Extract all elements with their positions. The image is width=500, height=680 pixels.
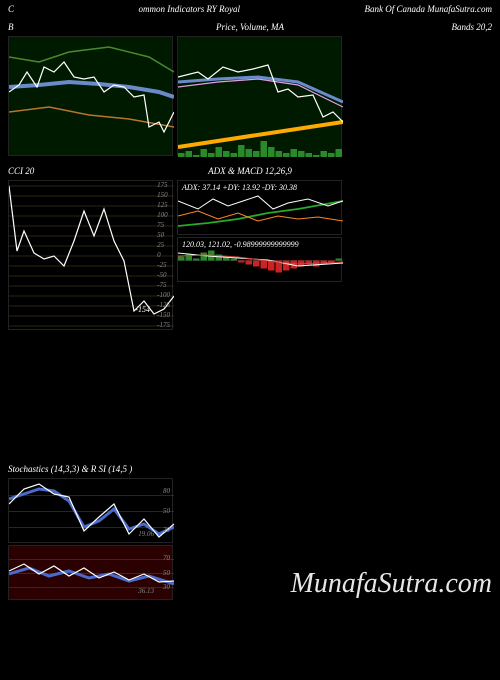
row2-titles: CCI 20 ADX & MACD 12,26,9 xyxy=(0,162,500,180)
panel-adx: ADX: 37.14 +DY: 13.92 -DY: 30.38 xyxy=(177,180,342,235)
title-bands: Bands 20,2 xyxy=(331,22,492,32)
row2: 1751501251007550250-25-50-75-100-125-150… xyxy=(0,180,500,330)
title-adx: ADX & MACD 12,26,9 xyxy=(169,166,330,176)
title-stoch: Stochastics (14,3,3) & R SI (14,5 ) xyxy=(8,464,492,474)
title-price: Price, Volume, MA xyxy=(169,22,330,32)
title-cci: CCI 20 xyxy=(8,166,169,176)
panel-stochastics: 80502019.06 xyxy=(8,478,173,543)
panel-price-b xyxy=(177,36,342,156)
row1-titles: B Price, Volume, MA Bands 20,2 xyxy=(0,18,500,36)
row3-titles: Stochastics (14,3,3) & R SI (14,5 ) xyxy=(0,460,500,478)
panel-macd: 120.03, 121.02, -0.98999999999999 xyxy=(177,237,342,282)
watermark: MunafaSutra.com xyxy=(291,568,492,600)
title-b: B xyxy=(8,22,169,32)
header-right: Bank Of Canada MunafaSutra.com xyxy=(364,4,492,14)
page-header: C ommon Indicators RY Royal Bank Of Cana… xyxy=(0,0,500,18)
panel-price-a xyxy=(8,36,173,156)
header-left: C xyxy=(8,4,14,14)
panel-rsi: 70503036.13 xyxy=(8,545,173,600)
panel-cci: 1751501251007550250-25-50-75-100-125-150… xyxy=(8,180,173,330)
row3: 80502019.06 70503036.13 xyxy=(0,478,182,600)
header-mid: ommon Indicators RY Royal xyxy=(138,4,240,14)
row1 xyxy=(0,36,500,156)
